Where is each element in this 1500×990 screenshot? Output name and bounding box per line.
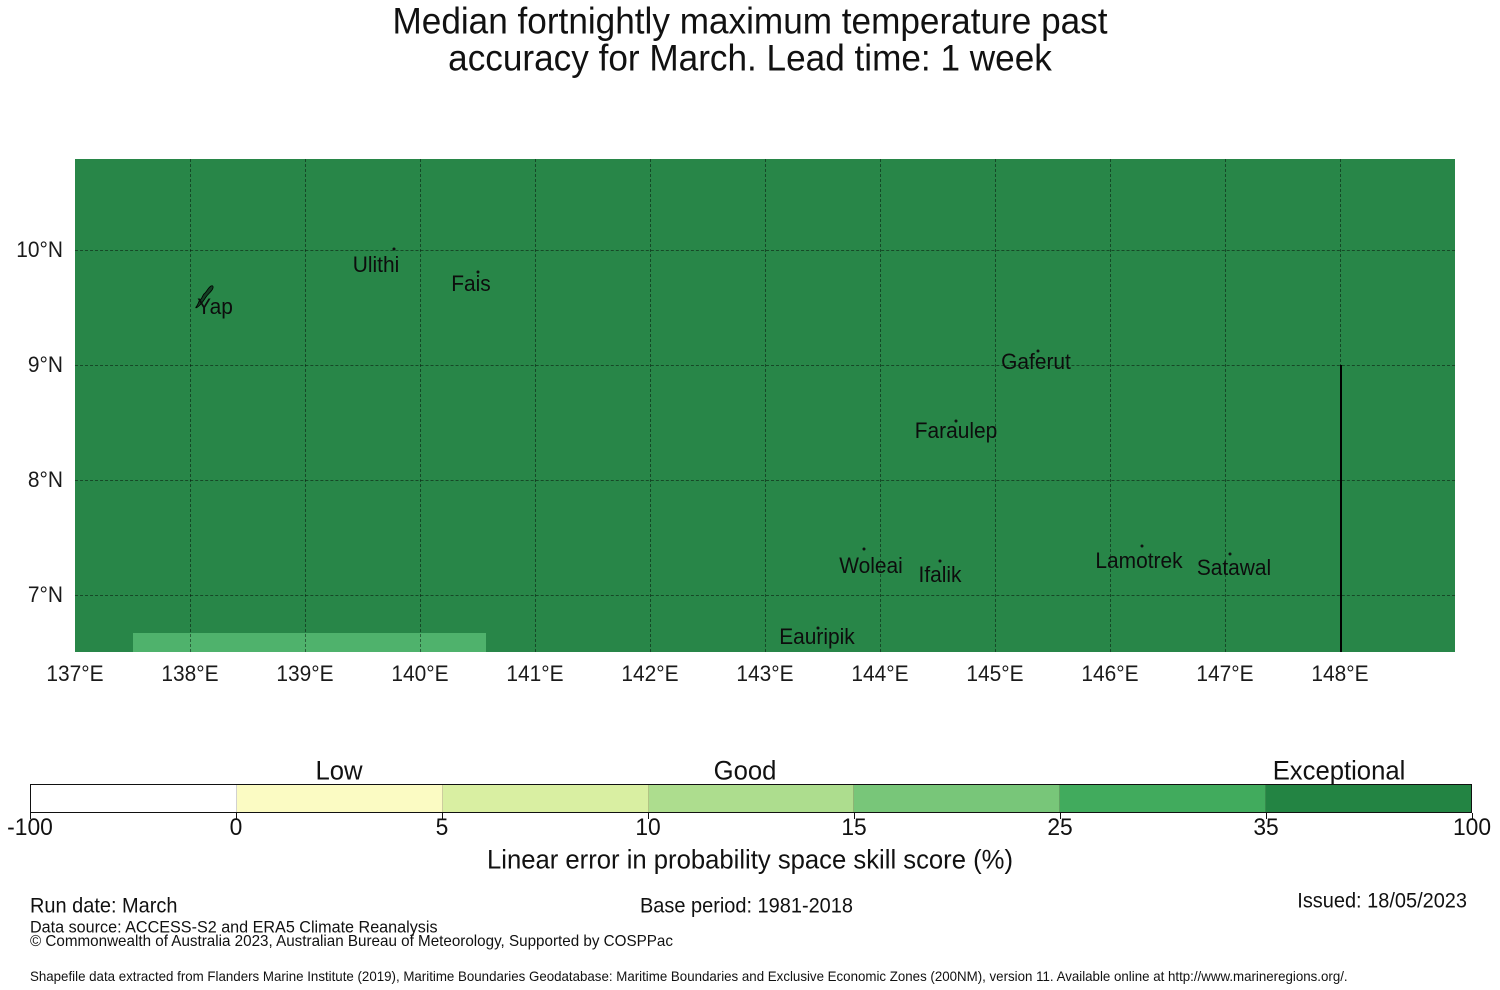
gridline-vertical — [535, 159, 536, 652]
gridline-vertical — [420, 159, 421, 652]
island-marker-woleai — [862, 547, 866, 551]
gridline-horizontal — [75, 594, 1455, 596]
colorbar-segment — [236, 785, 443, 812]
island-marker-fais — [476, 270, 479, 274]
gridline-horizontal — [75, 249, 1455, 251]
x-tick-label: 141°E — [506, 661, 564, 686]
island-label-faraulep: Faraulep — [914, 418, 998, 444]
colorbar-zone-label-low: Low — [315, 755, 363, 786]
x-tick-label: 144°E — [851, 661, 909, 686]
colorbar-segment — [1266, 785, 1472, 812]
x-tick-label: 148°E — [1311, 661, 1369, 686]
colorbar-zone-label-exceptional: Exceptional — [1272, 755, 1406, 786]
colorbar-tickmark — [1060, 813, 1061, 819]
x-tick-label: 142°E — [621, 661, 679, 686]
gridline-vertical — [995, 159, 996, 652]
gridline-vertical — [650, 159, 651, 652]
colorbar-tickmark — [1266, 813, 1267, 819]
footer-shapefile-note: Shapefile data extracted from Flanders M… — [30, 968, 1348, 984]
x-tick-label: 137°E — [46, 661, 104, 686]
colorbar-axis-label: Linear error in probability space skill … — [486, 844, 1014, 875]
x-tick-label: 139°E — [276, 661, 334, 686]
island-label-satawal: Satawal — [1197, 555, 1272, 581]
footer-data-source: Data source: ACCESS-S2 and ERA5 Climate … — [30, 917, 438, 937]
footer-base-period: Base period: 1981-2018 — [640, 894, 853, 918]
gridline-vertical — [765, 159, 766, 652]
x-tick-label: 145°E — [966, 661, 1024, 686]
x-tick-label: 138°E — [161, 661, 219, 686]
eez-boundary-line — [1340, 364, 1342, 652]
colorbar-tickmark — [442, 813, 443, 819]
x-tick-label: 140°E — [391, 661, 449, 686]
colorbar — [30, 784, 1472, 813]
gridline-vertical — [305, 159, 306, 652]
colorbar-tick-label: 100 — [1452, 814, 1492, 841]
y-tick-label: 9°N — [27, 351, 63, 377]
island-label-ulithi: Ulithi — [353, 251, 400, 277]
colorbar-tickmark — [648, 813, 649, 819]
colorbar-segment — [648, 785, 855, 812]
gridline-horizontal — [75, 364, 1455, 366]
colorbar-tick-label: 0 — [229, 814, 243, 841]
y-tick-label: 10°N — [16, 236, 63, 262]
colorbar-tick-label: 25 — [1047, 814, 1073, 841]
gridline-vertical — [880, 159, 881, 652]
colorbar-tick-label: -100 — [7, 814, 53, 841]
y-tick-label: 7°N — [27, 581, 63, 607]
colorbar-tick-label: 5 — [435, 814, 449, 841]
x-tick-label: 146°E — [1081, 661, 1139, 686]
footer-copyright: © Commonwealth of Australia 2023, Austra… — [30, 933, 673, 950]
colorbar-tick-label: 35 — [1253, 814, 1279, 841]
island-marker-gaferut — [1036, 349, 1040, 353]
gridline-vertical — [1225, 159, 1226, 652]
chart-title-line-2: accuracy for March. Lead time: 1 week — [448, 37, 1052, 79]
island-label-fais: Fais — [450, 271, 491, 297]
island-label-lamotrek: Lamotrek — [1095, 548, 1183, 574]
footer-issued: Issued: 18/05/2023 — [1297, 889, 1467, 913]
island-marker-lamotrek — [1140, 544, 1144, 548]
island-label-woleai: Woleai — [839, 552, 903, 578]
colorbar-segment — [442, 785, 649, 812]
map-panel: Yap Ulithi Fais Gaferut Faraulep Woleai Ifalik… — [75, 159, 1455, 652]
island-marker-ulithi — [392, 247, 396, 251]
island-marker-ifalik — [938, 559, 942, 563]
x-tick-label: 143°E — [736, 661, 794, 686]
colorbar-tickmark — [854, 813, 855, 819]
colorbar-tickmark — [30, 813, 31, 819]
colorbar-tickmark — [1472, 813, 1473, 819]
x-tick-label: 147°E — [1196, 661, 1254, 686]
chart-title-line-1: Median fortnightly maximum temperature p… — [392, 0, 1108, 42]
island-shape-yap — [192, 284, 218, 310]
colorbar-segment — [31, 785, 237, 812]
region-southwest-strip — [132, 632, 486, 652]
island-label-ifalik: Ifalik — [918, 562, 962, 587]
gridline-horizontal — [75, 479, 1455, 481]
colorbar-segment — [1060, 785, 1267, 812]
gridline-vertical — [190, 159, 191, 652]
colorbar-tickmark — [236, 813, 237, 819]
y-tick-label: 8°N — [27, 466, 63, 492]
footer-run-date: Run date: March — [30, 894, 178, 918]
colorbar-zone-label-good: Good — [713, 755, 777, 786]
colorbar-tick-label: 15 — [841, 814, 867, 841]
island-marker-eauripik — [816, 626, 820, 630]
island-marker-satawal — [1228, 552, 1232, 556]
colorbar-segment — [854, 785, 1061, 812]
island-label-eauripik: Eauripik — [778, 624, 855, 650]
colorbar-tick-label: 10 — [635, 814, 661, 841]
gridline-vertical — [1110, 159, 1111, 652]
island-marker-faraulep — [954, 419, 958, 423]
island-label-gaferut: Gaferut — [1001, 349, 1072, 375]
island-label-yap: Yap — [197, 294, 234, 320]
